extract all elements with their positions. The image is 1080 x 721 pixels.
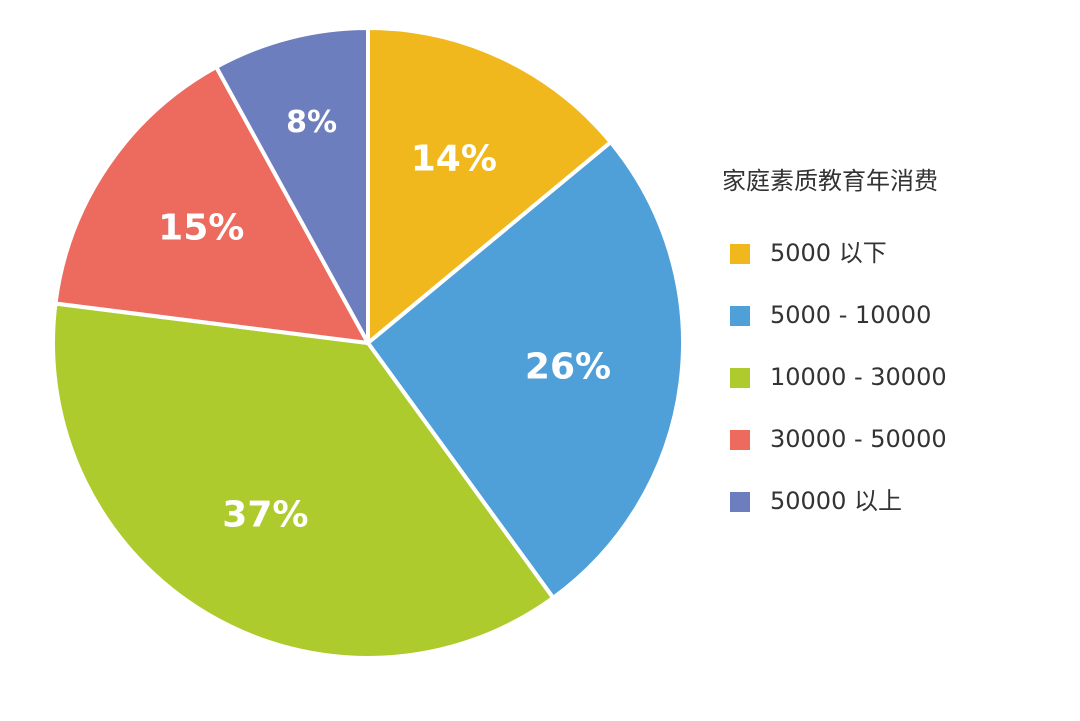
legend-label: 30000 - 50000	[770, 425, 947, 453]
legend-swatch	[730, 368, 750, 388]
legend-swatch	[730, 306, 750, 326]
legend-label: 5000 以下	[770, 239, 887, 267]
legend-swatch	[730, 244, 750, 264]
legend-label: 5000 - 10000	[770, 301, 931, 329]
slice-label: 15%	[158, 208, 244, 249]
slice-label: 37%	[222, 495, 308, 536]
legend-label: 50000 以上	[770, 487, 902, 515]
legend-label: 10000 - 30000	[770, 363, 947, 391]
pie-slice	[53, 64, 372, 346]
legend-swatch	[730, 430, 750, 450]
legend-swatch	[730, 492, 750, 512]
pie-slice	[365, 139, 685, 601]
slice-label: 8%	[286, 105, 337, 140]
pie-slice	[366, 25, 614, 348]
pie-slice	[51, 301, 556, 660]
pie-slice	[213, 25, 370, 344]
slice-label: 14%	[411, 139, 497, 180]
slice-label: 26%	[525, 346, 611, 387]
legend-title: 家庭素质教育年消费	[722, 167, 938, 195]
